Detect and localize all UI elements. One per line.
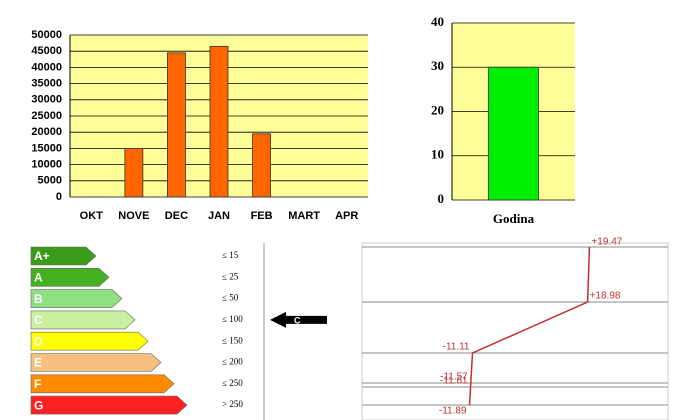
y-tick-label: 5000 xyxy=(38,175,62,187)
energy-class xyxy=(30,310,136,330)
threshold: ≤ 250 xyxy=(222,378,243,388)
y-tick-label: 0 xyxy=(56,191,62,203)
threshold: ≤ 100 xyxy=(222,314,243,324)
plot-frame xyxy=(361,242,669,420)
energy-class xyxy=(30,331,149,351)
data-label: -11.57 xyxy=(440,372,468,383)
data-label: -11.89 xyxy=(439,406,467,417)
threshold: ≤ 200 xyxy=(222,357,243,367)
y-tick-label: 50000 xyxy=(31,29,62,41)
data-label: +19.47 xyxy=(591,237,622,248)
y-tick-label: 40 xyxy=(431,14,444,29)
threshold: ≤ 25 xyxy=(222,271,239,281)
class-label: A+ xyxy=(34,249,50,263)
energy-class xyxy=(30,353,162,372)
bar xyxy=(124,147,144,198)
energy-class xyxy=(30,246,97,266)
rating-label: C xyxy=(294,315,301,325)
x-tick-label: FEB xyxy=(251,210,273,222)
y-tick-label: 10 xyxy=(431,147,444,162)
x-tick-label: OKT xyxy=(80,210,104,222)
y-tick-label: 40000 xyxy=(31,61,62,73)
threshold: ≤ 15 xyxy=(222,250,239,260)
data-label: +18.98 xyxy=(590,291,621,302)
class-label: F xyxy=(34,377,41,391)
y-tick-label: 45000 xyxy=(31,45,62,57)
x-tick-label: APR xyxy=(335,210,358,222)
class-label: G xyxy=(34,398,43,412)
class-label: B xyxy=(34,292,43,306)
y-tick-label: 30 xyxy=(431,58,444,73)
y-tick-label: 10000 xyxy=(31,159,62,171)
y-tick-label: 30000 xyxy=(31,94,62,106)
energy-class xyxy=(30,267,110,287)
bar xyxy=(488,66,539,201)
energy-class xyxy=(30,395,188,415)
x-tick-label: NOVE xyxy=(118,210,149,222)
y-tick-label: 20 xyxy=(431,102,444,117)
class-label: C xyxy=(34,313,43,327)
y-tick-label: 25000 xyxy=(31,110,62,122)
threshold: ≤ 50 xyxy=(222,293,239,303)
y-tick-label: 35000 xyxy=(31,78,62,90)
threshold: ≤ 150 xyxy=(222,335,243,345)
class-label: D xyxy=(34,334,43,348)
y-tick-label: 15000 xyxy=(31,142,62,154)
threshold: > 250 xyxy=(222,399,243,409)
y-tick-label: 0 xyxy=(438,191,445,206)
class-label: A xyxy=(34,270,43,284)
bar xyxy=(252,133,271,198)
class-label: E xyxy=(34,356,42,370)
x-tick-label: Godina xyxy=(493,211,535,226)
x-tick-label: DEC xyxy=(165,210,188,222)
rating-arrow xyxy=(270,311,327,328)
energy-class xyxy=(30,374,175,394)
data-label: -11.11 xyxy=(443,342,470,353)
x-tick-label: MART xyxy=(288,210,320,222)
data-label: -11.61 xyxy=(440,376,468,387)
x-tick-label: JAN xyxy=(208,210,230,222)
line xyxy=(468,246,591,406)
energy-class xyxy=(30,289,123,308)
bar xyxy=(209,45,229,198)
y-tick-label: 20000 xyxy=(31,126,62,138)
bar xyxy=(167,52,186,198)
